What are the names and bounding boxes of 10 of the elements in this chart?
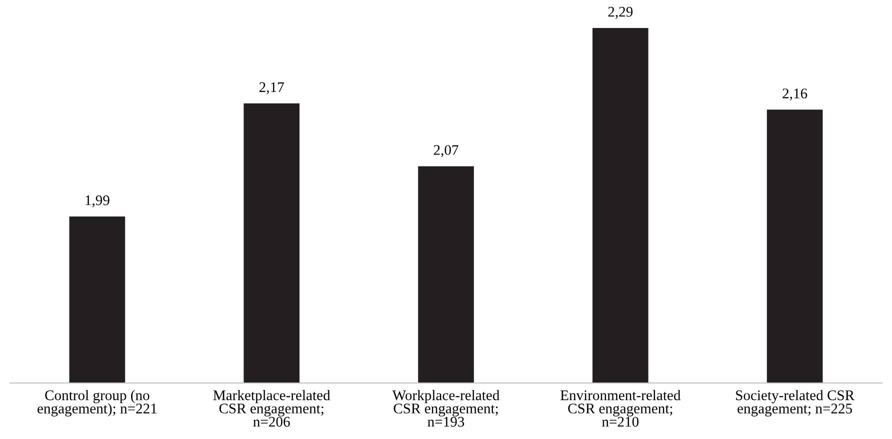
data-label: 2,17 — [259, 82, 284, 94]
data-label: 2,16 — [782, 88, 808, 100]
x-tick-label: Society-related CSR engagement; n=225 — [736, 390, 855, 416]
data-label: 2,07 — [434, 145, 458, 158]
x-tick-label: Workplace-related CSR engagement; n=193 — [392, 390, 500, 427]
x-tick-label: Control group (no engagement); n=221 — [38, 390, 157, 416]
x-tick-label: Environment-related CSR engagement; n=210 — [560, 390, 681, 427]
x-tick-label: Marketplace-related CSR engagement; n=206 — [213, 390, 330, 427]
data-label: 1,99 — [86, 195, 110, 208]
data-label: 2,29 — [608, 6, 633, 19]
